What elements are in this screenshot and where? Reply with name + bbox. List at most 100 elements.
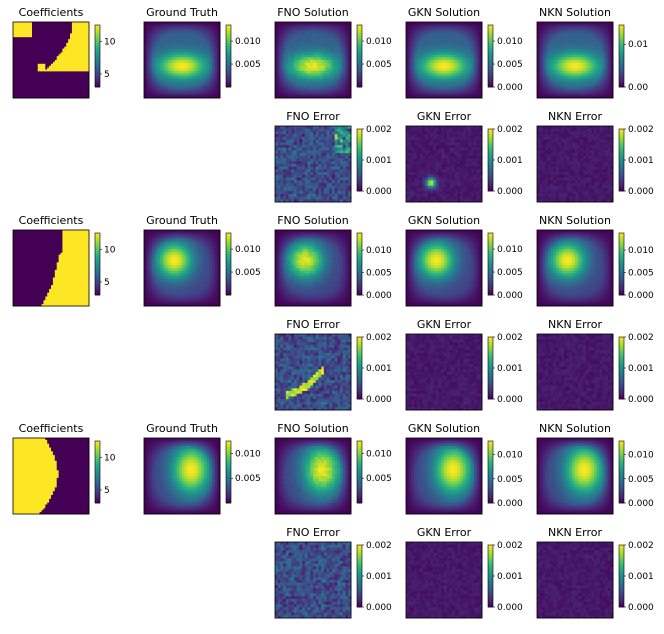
sample-1-fno-solution-cell bbox=[288, 35, 292, 39]
sample-1-coefficients-cell bbox=[71, 29, 75, 32]
sample-1-coefficients-cell bbox=[83, 54, 86, 57]
sample-1-coefficients-cell bbox=[39, 23, 42, 27]
sample-1-coefficients-cell bbox=[32, 79, 35, 82]
sample-1-fno-solution-cell bbox=[326, 92, 330, 96]
sample-1-gkn-solution-cell bbox=[452, 49, 456, 53]
sample-1-coefficients-cell bbox=[87, 25, 90, 29]
sample-1-fno-solution-cell bbox=[302, 60, 306, 64]
sample-1-fno-solution-cell bbox=[337, 79, 341, 83]
sample-1-gkn-solution-cell bbox=[422, 43, 426, 47]
sample-1-gkn-solution-cell bbox=[427, 92, 431, 96]
sample-1-ground-truth-cell bbox=[187, 65, 191, 69]
sample-1-fno-solution-cell bbox=[323, 32, 327, 36]
sample-1-coefficients-cell bbox=[35, 56, 39, 59]
sample-1-fno-solution-cell bbox=[318, 76, 322, 80]
sample-1-nkn-solution-cell bbox=[575, 32, 579, 36]
sample-1-ground-truth-cell bbox=[179, 68, 183, 72]
sample-1-gkn-solution-cell bbox=[463, 38, 467, 42]
sample-1-coefficients-cell bbox=[32, 56, 35, 59]
sample-1-ground-truth-cell bbox=[195, 54, 199, 58]
sample-1-coefficients-cell bbox=[73, 92, 77, 95]
sample-1-ground-truth-cell bbox=[149, 35, 153, 39]
sample-1-ground-truth-cell bbox=[165, 84, 169, 88]
sample-1-coefficients-cell bbox=[54, 42, 58, 46]
sample-1-nkn-solution-cell bbox=[577, 68, 581, 72]
sample-1-coefficients-cell bbox=[87, 50, 90, 53]
sample-1-gkn-solution-cell bbox=[473, 41, 477, 45]
sample-1-coefficients-cell bbox=[30, 90, 33, 93]
sample-1-fno-solution-cell bbox=[337, 46, 341, 50]
sample-1-coefficients-cell bbox=[73, 86, 77, 89]
sample-1-ground-truth-cell bbox=[201, 79, 205, 83]
sample-1-coefficients-cell bbox=[26, 67, 29, 70]
sample-1-gkn-solution-cell bbox=[446, 62, 450, 66]
sample-1-ground-truth-cell bbox=[179, 51, 183, 55]
sample-1-ground-truth-cell bbox=[214, 73, 218, 77]
sample-1-coefficients-cell bbox=[58, 42, 61, 46]
sample-1-ground-truth-cell bbox=[214, 51, 218, 55]
sample-1-nkn-solution-cell bbox=[553, 51, 557, 55]
sample-1-coefficients-cell bbox=[81, 61, 84, 65]
sample-1-fno-solution-cell bbox=[304, 51, 308, 55]
sample-1-ground-truth-cell bbox=[192, 70, 196, 74]
sample-1-fno-solution-cell bbox=[283, 22, 287, 26]
sample-1-gkn-solution-colorbar-segment bbox=[488, 84, 493, 88]
sample-1-ground-truth-cell bbox=[190, 65, 194, 69]
sample-1-gkn-solution-cell bbox=[444, 79, 448, 83]
sample-1-coefficients-cell bbox=[37, 52, 40, 55]
sample-1-ground-truth-cell bbox=[211, 68, 215, 72]
sample-1-coefficients-cell bbox=[66, 82, 69, 86]
sample-1-coefficients-cell bbox=[22, 86, 25, 89]
sample-1-nkn-solution-cell bbox=[610, 65, 614, 69]
sample-1-nkn-solution-cell bbox=[556, 89, 560, 93]
sample-1-ground-truth-cell bbox=[198, 60, 202, 64]
sample-1-gkn-solution-colorbar-segment bbox=[488, 76, 493, 80]
sample-1-coefficients-cell bbox=[16, 63, 20, 67]
sample-1-fno-solution-cell bbox=[294, 27, 298, 31]
sample-1-fno-solution-cell bbox=[318, 84, 322, 88]
sample-1-nkn-solution-cell bbox=[599, 79, 603, 83]
sample-1-nkn-solution-cell bbox=[580, 35, 584, 39]
sample-1-ground-truth-cell bbox=[198, 24, 202, 28]
sample-1-coefficients-cell bbox=[87, 86, 90, 89]
sample-1-coefficients-cell bbox=[75, 67, 78, 70]
sample-1-gkn-solution-cell bbox=[438, 62, 442, 66]
sample-1-fno-solution-cell bbox=[313, 79, 317, 83]
sample-1-gkn-solution-cell bbox=[454, 49, 458, 53]
sample-1-ground-truth-cell bbox=[214, 81, 218, 85]
sample-1-coefficients-cell bbox=[52, 39, 56, 42]
sample-1-coefficients-cell bbox=[83, 35, 86, 38]
sample-1-coefficients-cell bbox=[83, 96, 86, 99]
sample-1-nkn-solution-cell bbox=[572, 65, 576, 69]
sample-1-coefficients-cell bbox=[85, 44, 88, 48]
sample-1-ground-truth-cell bbox=[182, 65, 186, 69]
sample-1-coefficients-cell bbox=[68, 61, 71, 65]
sample-1-gkn-solution-cell bbox=[444, 54, 448, 58]
sample-1-ground-truth-cell bbox=[184, 30, 188, 34]
sample-1-gkn-solution-cell bbox=[433, 76, 437, 80]
sample-1-coefficients-cell bbox=[75, 41, 78, 44]
sample-1-nkn-solution-cell bbox=[604, 81, 608, 85]
sample-1-coefficients-cell bbox=[13, 29, 16, 32]
sample-1-gkn-solution-cell bbox=[422, 51, 426, 55]
sample-1-coefficients-cell bbox=[79, 63, 82, 67]
sample-1-coefficients-cell bbox=[73, 61, 77, 65]
sample-1-coefficients-cell bbox=[43, 69, 46, 72]
sample-1-coefficients-cell bbox=[20, 92, 23, 95]
sample-1-coefficients-cell bbox=[83, 22, 86, 25]
sample-1-nkn-solution-cell bbox=[607, 35, 611, 39]
sample-1-coefficients-cell bbox=[33, 58, 37, 61]
sample-1-coefficients-cell bbox=[64, 56, 67, 59]
sample-1-nkn-solution-cell bbox=[575, 30, 579, 34]
sample-1-ground-truth-cell bbox=[152, 73, 156, 77]
sample-1-ground-truth-cell bbox=[192, 38, 196, 42]
sample-1-gkn-solution-cell bbox=[457, 35, 461, 39]
sample-1-gkn-solution-cell bbox=[408, 54, 412, 58]
sample-1-coefficients-colorbar-segment bbox=[95, 63, 100, 67]
sample-1-coefficients-cell bbox=[32, 65, 35, 68]
sample-1-nkn-solution-cell bbox=[580, 46, 584, 50]
sample-1-nkn-solution-cell bbox=[594, 70, 598, 74]
sample-1-gkn-solution-cell bbox=[471, 22, 475, 26]
sample-1-ground-truth-cell bbox=[168, 57, 172, 61]
sample-1-coefficients-cell bbox=[20, 33, 23, 36]
